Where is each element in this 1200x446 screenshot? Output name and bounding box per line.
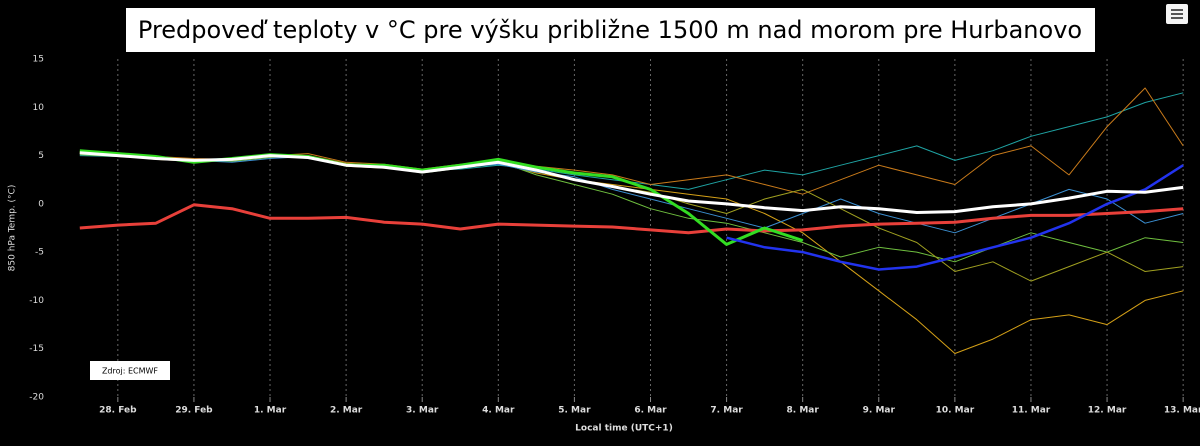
y-tick-label: 0	[38, 199, 44, 209]
x-tick-label: 11. Mar	[1012, 406, 1051, 416]
x-tick-label: 4. Mar	[482, 406, 515, 416]
series-line	[726, 164, 1184, 271]
y-tick-label: 15	[33, 55, 44, 65]
x-tick-label: 6. Mar	[634, 406, 667, 416]
plot: 15 10 5 0 -5 -10 -15 -20 28. Feb 29. Feb 1. Mar 2. …	[29, 55, 1200, 416]
x-tick-label: 7. Mar	[710, 406, 743, 416]
source-annotation: Zdroj: ECMWF	[102, 367, 158, 376]
x-tick-label: 10. Mar	[936, 406, 975, 416]
title-box	[126, 8, 1095, 52]
source-box	[90, 361, 170, 380]
y-tick-label: -10	[29, 296, 44, 306]
x-tick-label: 1. Mar	[254, 406, 287, 416]
x-tick-label: 28. Feb	[99, 406, 137, 416]
x-tick-label: 3. Mar	[406, 406, 439, 416]
x-tick-label: 12. Mar	[1088, 406, 1127, 416]
series-line	[79, 153, 1184, 234]
x-tick-label: 5. Mar	[558, 406, 591, 416]
chart-title: Predpoveď teploty v °C pre výšku približ…	[138, 16, 1082, 44]
x-tick-label: 29. Feb	[175, 406, 213, 416]
y-tick-label: 5	[38, 151, 44, 161]
y-tick-label: -5	[35, 248, 44, 258]
x-tick-label: 9. Mar	[863, 406, 896, 416]
series-line	[79, 203, 1184, 235]
x-tick-label: 8. Mar	[787, 406, 820, 416]
x-tick-label: 2. Mar	[330, 406, 363, 416]
y-tick-label: -20	[29, 393, 44, 403]
y-axis-label: 850 hPa Temp. (°C)	[8, 185, 18, 272]
series-line	[79, 151, 1184, 214]
y-tick-label: 10	[33, 103, 45, 113]
x-axis-label: Local time (UTC+1)	[575, 424, 673, 434]
x-tick-label: 13. Mar	[1164, 406, 1200, 416]
y-tick-label: -15	[29, 344, 44, 354]
menu-button[interactable]	[1166, 4, 1188, 24]
